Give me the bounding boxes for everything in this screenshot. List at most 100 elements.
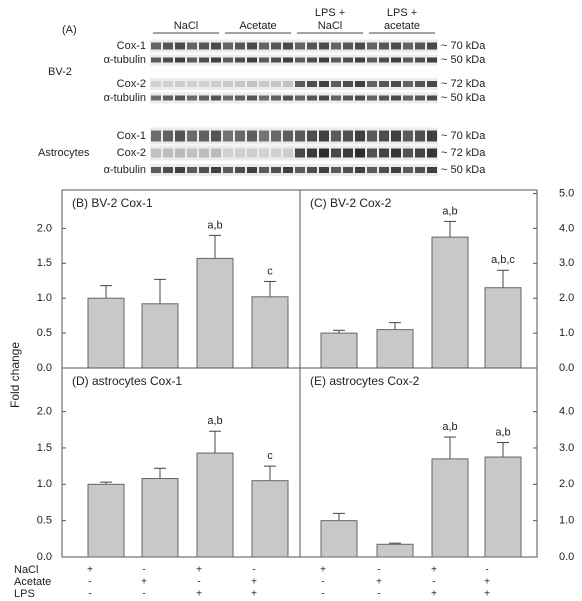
y-tick-label: 0.0 xyxy=(559,362,574,374)
blot-band xyxy=(223,148,233,158)
group-label: Acetate xyxy=(239,20,276,32)
bar xyxy=(87,297,125,369)
value-label: a,b,c xyxy=(491,254,515,266)
blot-band xyxy=(331,81,341,87)
blot-band xyxy=(355,81,365,87)
blot-band xyxy=(151,95,161,101)
blot-band xyxy=(247,148,257,158)
blot-band xyxy=(307,57,317,63)
blot-band xyxy=(367,42,377,50)
blot-strip xyxy=(150,127,438,145)
blot-band xyxy=(391,81,401,87)
blot-band xyxy=(355,130,365,142)
blot-band xyxy=(271,81,281,87)
blot-band xyxy=(175,81,185,87)
blot-band xyxy=(331,148,341,158)
blot-band xyxy=(271,42,281,50)
blot-band xyxy=(295,42,305,50)
blot-band xyxy=(223,130,233,142)
blot-band xyxy=(415,148,425,158)
blot-band xyxy=(187,130,197,142)
blot-band xyxy=(259,130,269,142)
treatment-sign: + xyxy=(251,577,257,588)
blot-band xyxy=(391,130,401,142)
blot-band xyxy=(415,42,425,50)
cell-label: BV-2 xyxy=(48,66,72,78)
blot-band xyxy=(403,95,413,101)
blot-band xyxy=(235,42,245,50)
blot-band xyxy=(379,167,389,173)
blot-band xyxy=(187,167,197,173)
treatment-name: NaCl xyxy=(14,564,38,576)
blot-band xyxy=(151,42,161,50)
y-tick-label: 1.0 xyxy=(559,327,574,339)
blot-band xyxy=(415,167,425,173)
blot xyxy=(150,39,438,176)
blot-band xyxy=(187,81,197,87)
blot-band xyxy=(343,167,353,173)
blot-band xyxy=(259,167,269,173)
blot-band xyxy=(319,57,329,63)
blot-row-label: α-tubulin xyxy=(104,92,146,104)
blot-band xyxy=(211,130,221,142)
blot-band xyxy=(307,148,317,158)
blot-size-label: ~ 72 kDa xyxy=(441,78,486,90)
blot-band xyxy=(175,57,185,63)
bar xyxy=(431,236,469,369)
blot-band xyxy=(175,167,185,173)
treatment-sign: - xyxy=(252,565,255,576)
blot-band xyxy=(259,81,269,87)
plot-frame xyxy=(299,367,538,558)
treatment-sign: - xyxy=(88,589,91,600)
blot-band xyxy=(367,167,377,173)
group-label: NaCl xyxy=(174,20,198,32)
blot-strip xyxy=(150,92,438,104)
blot-band xyxy=(223,57,233,63)
blot-band xyxy=(283,130,293,142)
blot-band xyxy=(271,57,281,63)
blot-size-label: ~ 50 kDa xyxy=(441,164,486,176)
blot-band xyxy=(295,167,305,173)
blot-band xyxy=(379,81,389,87)
bar xyxy=(251,480,289,558)
blot-strip xyxy=(150,54,438,66)
blot-band xyxy=(331,57,341,63)
blot-band xyxy=(259,148,269,158)
blot-band xyxy=(199,167,209,173)
y-tick-label: 4.0 xyxy=(559,406,574,418)
blot-band xyxy=(367,95,377,101)
blot-band xyxy=(391,57,401,63)
blot-band xyxy=(415,81,425,87)
treatment-sign: + xyxy=(141,577,147,588)
blot-band xyxy=(259,42,269,50)
blot-band xyxy=(427,57,437,63)
treatment-sign: + xyxy=(484,589,490,600)
blot-band xyxy=(211,167,221,173)
blot-band xyxy=(271,130,281,142)
y-tick-label: 3.0 xyxy=(559,442,574,454)
y-tick-label: 0.0 xyxy=(37,551,52,563)
treatment-sign: - xyxy=(321,577,324,588)
blot-band xyxy=(295,81,305,87)
blot-band xyxy=(247,42,257,50)
value-label: a,b xyxy=(442,205,457,217)
blot-band xyxy=(235,148,245,158)
blot-row-label: Cox-2 xyxy=(117,147,146,159)
blot-band xyxy=(199,130,209,142)
blot-row-label: Cox-1 xyxy=(117,40,146,52)
blot-band xyxy=(223,81,233,87)
treatment-sign: - xyxy=(142,565,145,576)
blot-row-label: α-tubulin xyxy=(104,54,146,66)
blot-band xyxy=(187,42,197,50)
blot-band xyxy=(271,167,281,173)
blot-band xyxy=(427,130,437,142)
group-label: NaCl xyxy=(318,20,342,32)
treatment-sign: + xyxy=(251,589,257,600)
blot-band xyxy=(163,95,173,101)
blot-band xyxy=(343,57,353,63)
blot-band xyxy=(163,57,173,63)
blot-band xyxy=(247,130,257,142)
blot-band xyxy=(271,95,281,101)
treatment-sign: - xyxy=(377,589,380,600)
treatment-sign: + xyxy=(484,577,490,588)
